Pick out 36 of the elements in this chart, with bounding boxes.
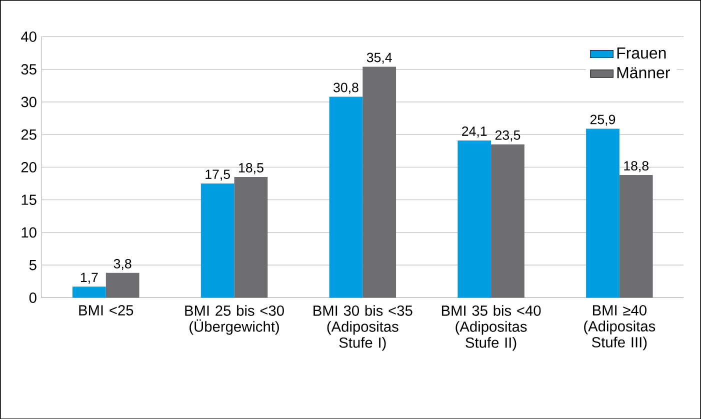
x-tick-label: BMI ≥40 (Adipositas Stufe III) <box>584 304 656 350</box>
y-tick-label: 30 <box>21 96 36 107</box>
y-tick-label: 15 <box>22 194 36 205</box>
bar <box>329 96 363 298</box>
data-label: 18,8 <box>624 160 648 172</box>
bar <box>586 128 620 298</box>
bar <box>491 144 524 298</box>
x-tick-label: BMI 30 bis <35 (Adipositas Stufe I) <box>314 304 412 351</box>
bar <box>619 174 653 298</box>
bar <box>234 176 268 298</box>
y-tick-label: 5 <box>29 260 36 270</box>
x-tick-label: BMI 35 bis <40 (Adipositas Stufe II) <box>442 304 541 351</box>
x-tick-label: BMI 25 bis <30 (Übergewicht) <box>185 304 284 335</box>
data-label: 35,4 <box>366 52 392 64</box>
bar <box>200 183 234 298</box>
legend-label: Frauen <box>617 47 666 58</box>
data-label: 30,8 <box>334 82 358 94</box>
bar <box>72 286 106 298</box>
x-tick-label: BMI <25 <box>79 304 134 316</box>
y-tick-label: 25 <box>21 129 36 140</box>
y-tick-label: 0 <box>29 292 36 303</box>
data-label: 1,7 <box>80 272 98 284</box>
data-label: 23,5 <box>495 130 520 142</box>
y-tick-label: 10 <box>22 227 36 238</box>
y-tick-label: 20 <box>21 162 36 172</box>
data-label: 25,9 <box>590 114 616 126</box>
data-label: 18,5 <box>239 162 264 174</box>
y-tick-label: 40 <box>21 31 36 42</box>
data-label: 17,5 <box>206 170 230 180</box>
bar <box>106 272 140 298</box>
data-label: 3,8 <box>114 258 132 270</box>
bar <box>362 66 396 298</box>
legend-label: Männer <box>617 67 670 78</box>
bar <box>458 140 492 298</box>
data-label: 24,1 <box>462 126 487 138</box>
y-tick-label: 35 <box>21 64 36 74</box>
